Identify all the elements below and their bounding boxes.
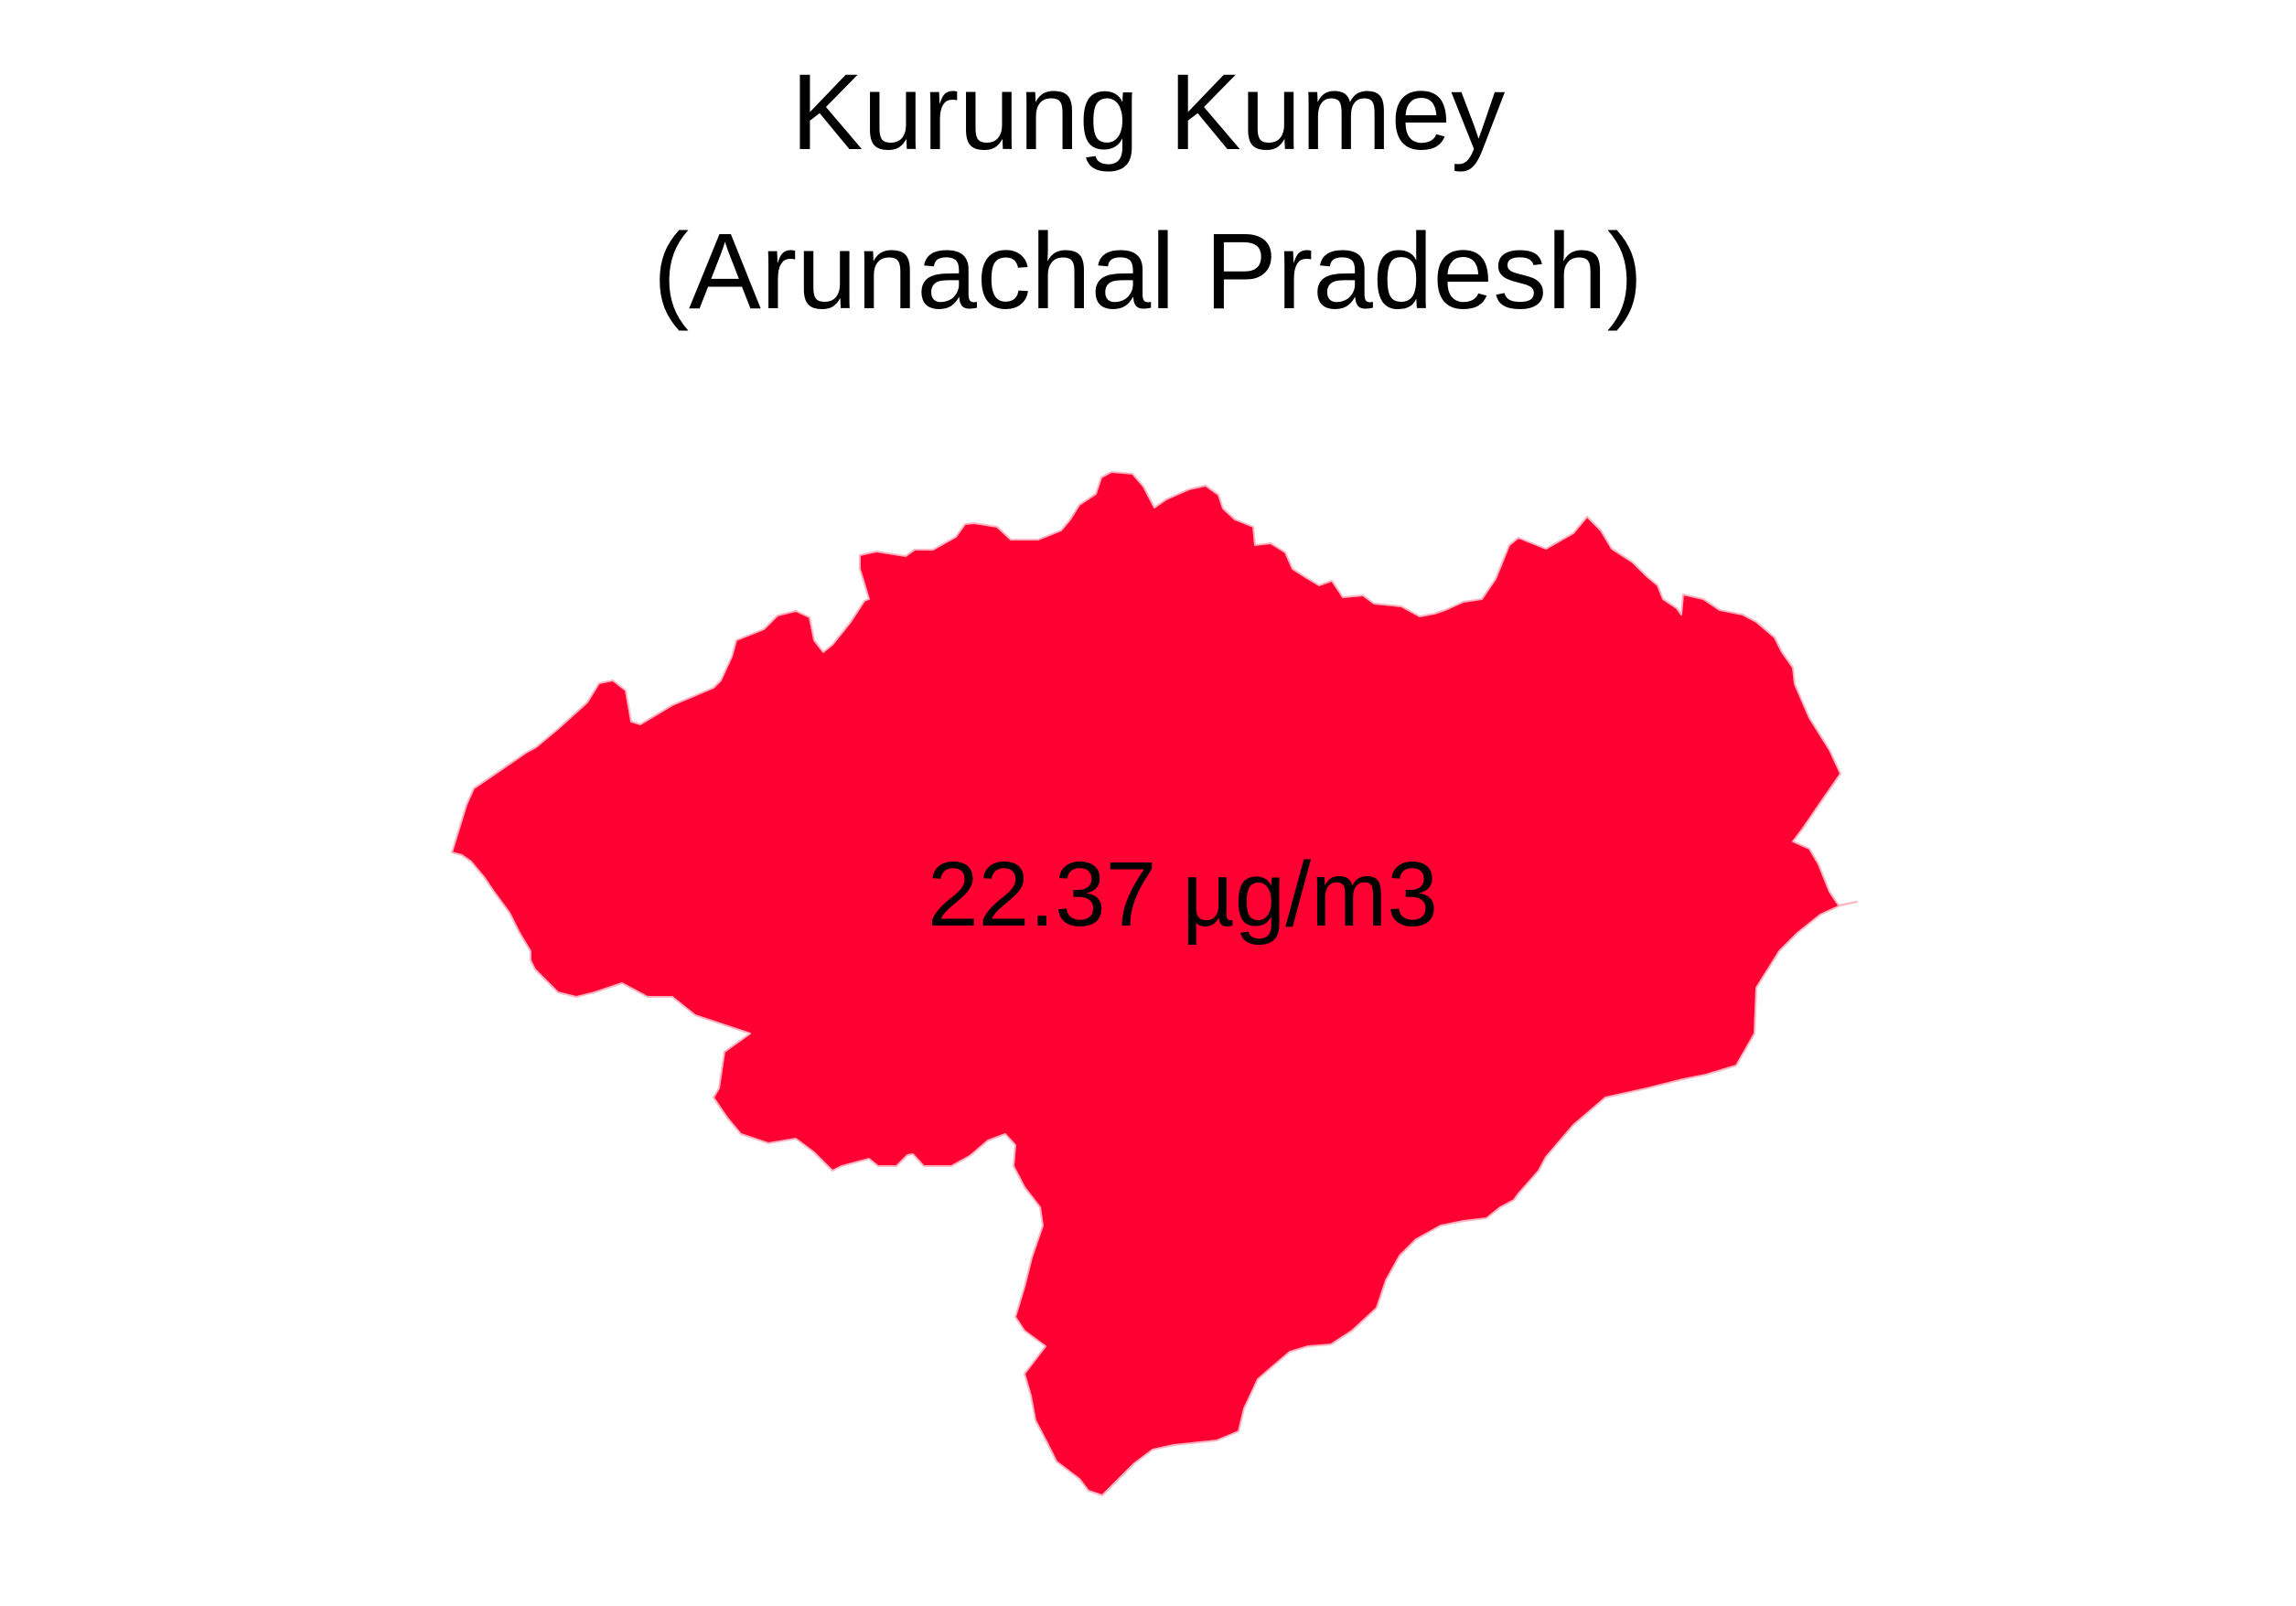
map-subtitle: (Arunachal Pradesh) <box>652 211 1644 332</box>
district-shape <box>451 471 1858 1496</box>
region-value-label: 22.37 µg/m3 <box>928 843 1438 946</box>
map-title: Kurung Kumey <box>790 52 1506 173</box>
